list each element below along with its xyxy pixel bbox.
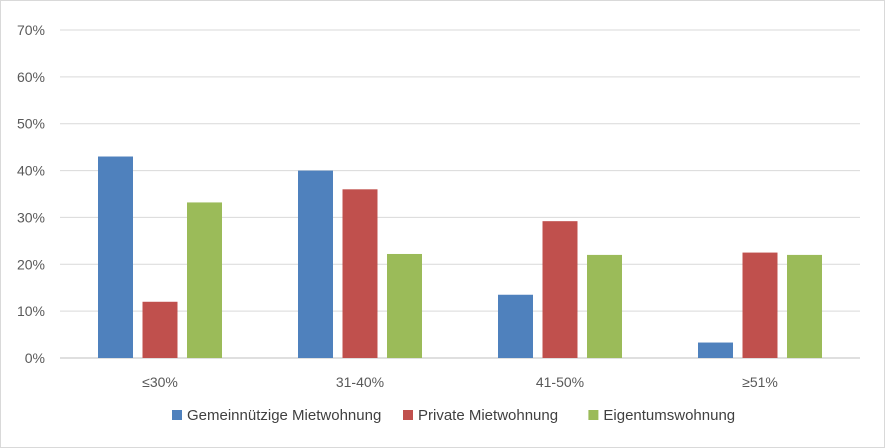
bar [587,254,622,358]
bar [787,254,822,358]
x-tick-label: ≤30% [142,374,178,390]
y-tick-label: 50% [17,116,45,132]
y-tick-label: 60% [17,69,45,85]
bar [498,294,533,358]
x-tick-label: ≥51% [742,374,778,390]
legend-swatch [403,410,413,420]
x-tick-label: 31-40% [336,374,384,390]
legend-swatch [588,410,599,420]
legend-label: Eigentumswohnung [603,407,735,424]
y-tick-label: 70% [17,22,45,38]
x-tick-label: 41-50% [536,374,584,390]
bar [98,156,133,358]
bar [142,301,178,358]
y-tick-label: 10% [17,303,45,319]
bar [342,189,378,358]
bar [698,342,733,358]
legend-swatch [172,410,182,420]
bar [542,221,578,358]
bar [742,252,778,358]
y-tick-label: 40% [17,163,45,179]
y-tick-label: 20% [17,256,45,272]
bar [387,253,422,358]
y-tick-label: 30% [17,209,45,225]
bar [187,202,222,358]
legend-label: Gemeinnützige Mietwohnung [187,407,381,424]
legend-label: Private Mietwohnung [418,407,558,424]
bar [298,170,333,358]
y-tick-label: 0% [25,350,45,366]
